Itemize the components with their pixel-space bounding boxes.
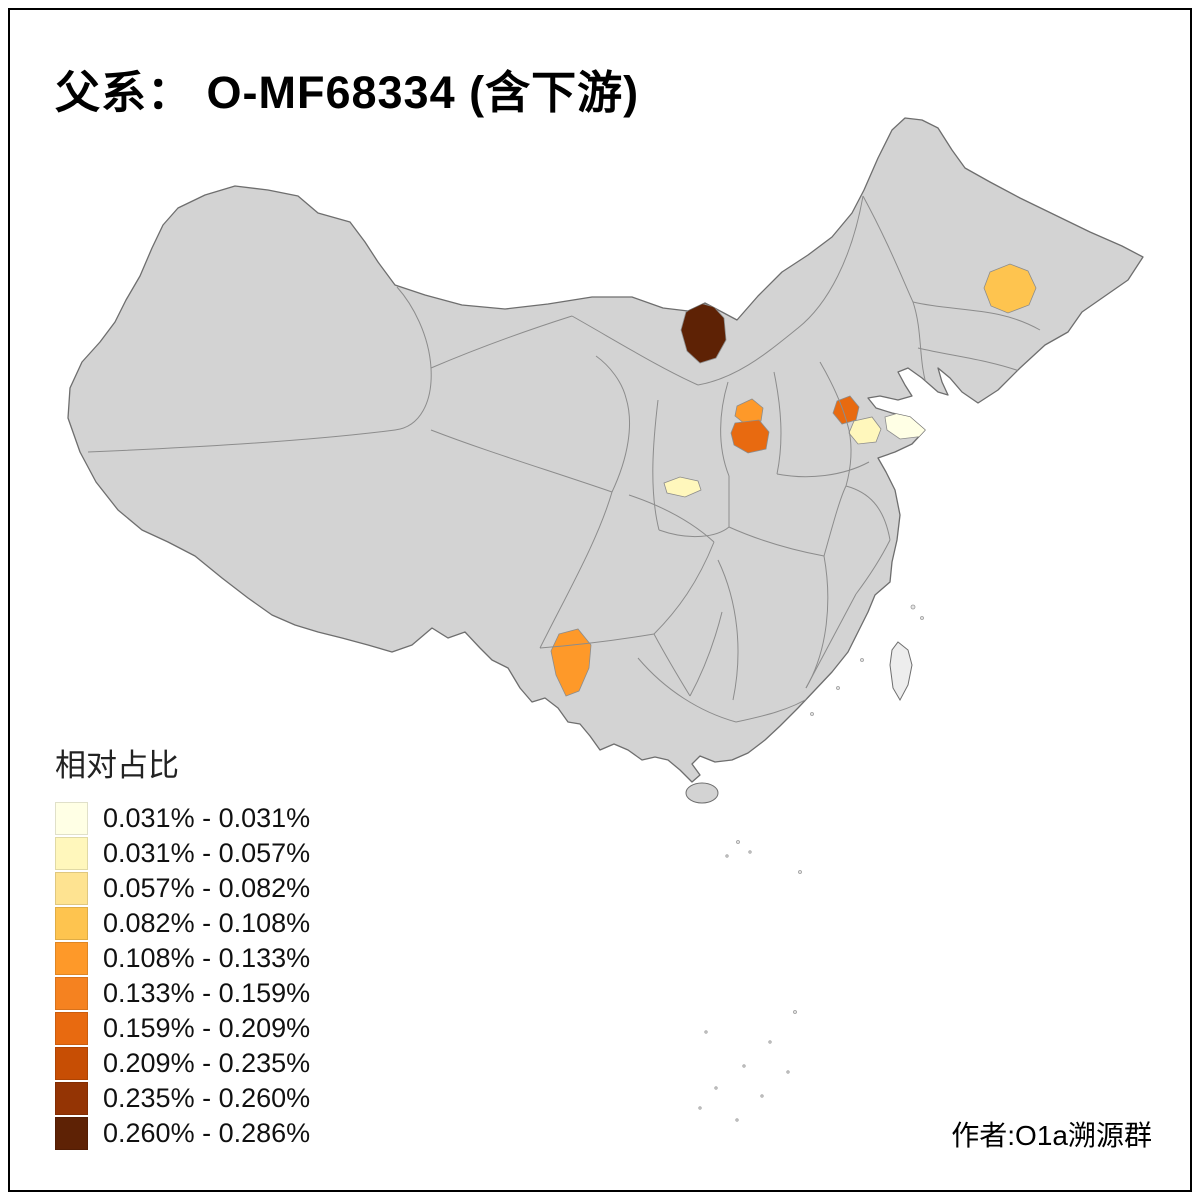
legend-label: 0.031% - 0.031% bbox=[103, 803, 311, 833]
legend-swatch bbox=[55, 1012, 88, 1045]
south-china-sea-islets bbox=[698, 604, 924, 1122]
legend-label: 0.133% - 0.159% bbox=[103, 978, 311, 1008]
legend-item: 0.209% - 0.235% bbox=[55, 1046, 310, 1081]
legend-item: 0.031% - 0.057% bbox=[55, 836, 310, 871]
province-boundaries bbox=[87, 195, 1041, 723]
legend-label: 0.031% - 0.057% bbox=[103, 838, 311, 868]
highlight-hebei-south bbox=[832, 395, 860, 425]
legend-swatch bbox=[55, 1117, 88, 1150]
taiwan-island bbox=[889, 641, 913, 702]
legend-item: 0.057% - 0.082% bbox=[55, 871, 310, 906]
legend-swatch bbox=[55, 977, 88, 1010]
legend-item: 0.260% - 0.286% bbox=[55, 1116, 310, 1151]
highlight-northeast-harbin bbox=[983, 263, 1037, 314]
legend-label: 0.235% - 0.260% bbox=[103, 1083, 311, 1113]
highlight-shanxi-lower bbox=[730, 419, 770, 454]
highlight-shandong-west bbox=[848, 416, 882, 445]
legend-label: 0.082% - 0.108% bbox=[103, 908, 311, 938]
hainan-island bbox=[685, 782, 719, 804]
highlight-regions bbox=[550, 263, 1037, 697]
highlight-inner-mongolia-border bbox=[680, 302, 727, 364]
legend-swatch bbox=[55, 1082, 88, 1115]
legend-item: 0.082% - 0.108% bbox=[55, 906, 310, 941]
legend-item: 0.108% - 0.133% bbox=[55, 941, 310, 976]
legend-label: 0.159% - 0.209% bbox=[103, 1013, 311, 1043]
legend-swatch bbox=[55, 872, 88, 905]
legend-swatch bbox=[55, 802, 88, 835]
legend-label: 0.057% - 0.082% bbox=[103, 873, 311, 903]
legend-label: 0.209% - 0.235% bbox=[103, 1048, 311, 1078]
figure-title: 父系： O-MF68334 (含下游) bbox=[55, 67, 640, 118]
legend-swatch bbox=[55, 837, 88, 870]
legend-swatch bbox=[55, 942, 88, 975]
legend-swatch bbox=[55, 907, 88, 940]
legend-item: 0.159% - 0.209% bbox=[55, 1011, 310, 1046]
highlight-shanxi-upper bbox=[734, 398, 764, 425]
legend-label: 0.108% - 0.133% bbox=[103, 943, 311, 973]
china-mainland bbox=[67, 117, 1144, 783]
legend-item: 0.133% - 0.159% bbox=[55, 976, 310, 1011]
attribution-text: 作者:O1a溯源群 bbox=[951, 1120, 1152, 1151]
highlight-shaanxi-central bbox=[663, 476, 702, 498]
legend-item: 0.235% - 0.260% bbox=[55, 1081, 310, 1116]
legend-title: 相对占比 bbox=[55, 748, 179, 783]
legend: 相对占比 0.031% - 0.031% 0.031% - 0.057% 0.0… bbox=[55, 740, 310, 1151]
legend-item: 0.031% - 0.031% bbox=[55, 801, 310, 836]
legend-swatch bbox=[55, 1047, 88, 1080]
legend-label: 0.260% - 0.286% bbox=[103, 1118, 311, 1148]
